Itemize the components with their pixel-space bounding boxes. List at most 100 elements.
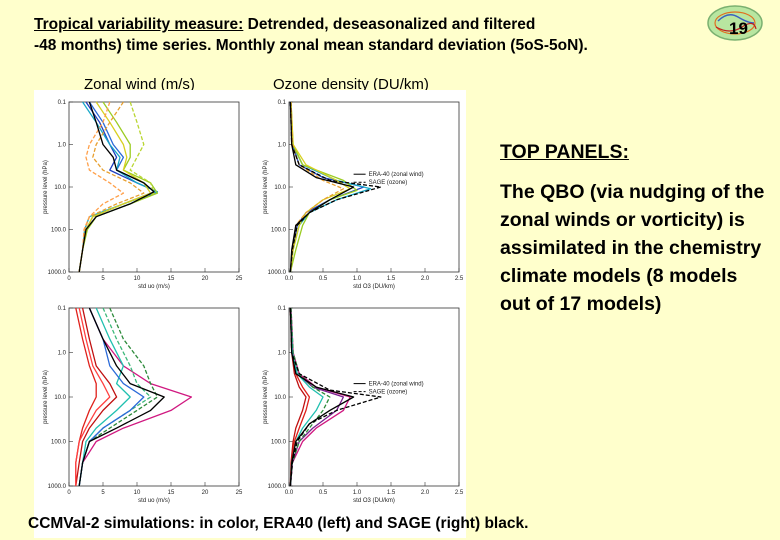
wind_bottom-xtick-label: 15: [168, 490, 175, 496]
ozone_bottom-ytick-label: 100.0: [271, 440, 287, 446]
wind_top-series-line: [78, 101, 125, 273]
ozone_bottom-ytick-label: 10.0: [274, 395, 286, 401]
wind_top-xtick-label: 10: [134, 276, 141, 282]
ozone_top-series-line: [289, 101, 372, 273]
ozone_bottom-xtick-label: 2.5: [455, 490, 464, 496]
top-panels-heading: TOP PANELS:: [500, 141, 629, 163]
wind_top-ytick-label: 1000.0: [48, 270, 67, 276]
ozone_top-xtick-label: 2.5: [455, 276, 464, 282]
slide-title: Tropical variability measure: Detrended,…: [34, 14, 694, 56]
ozone_top-series-line: [289, 101, 351, 273]
wind_bottom-series-line: [78, 307, 152, 487]
wind_bottom-series-line: [78, 307, 131, 487]
wind_top-ylabel: pressure level (hPa): [43, 160, 49, 214]
wind_bottom-series-line: [78, 307, 165, 487]
ozone_bottom-series-line: [289, 307, 331, 487]
ozone_bottom-series-line: [289, 307, 351, 487]
wind_bottom-xlabel: std uo (m/s): [138, 498, 170, 504]
ozone_bottom-series-line: [289, 307, 324, 487]
ozone_top-ytick-label: 1000.0: [268, 270, 287, 276]
wind_bottom-ytick-label: 10.0: [54, 395, 66, 401]
wind_top-xtick-label: 20: [202, 276, 209, 282]
wind_top-series-line: [78, 101, 155, 273]
wind_top-ytick-label: 10.0: [54, 185, 66, 191]
wind_top-ytick-label: 100.0: [51, 228, 67, 234]
title-line-2: -48 months) time series. Monthly zonal m…: [34, 37, 588, 54]
ozone_bottom-legend-label: ERA-40 (zonal wind): [369, 382, 424, 388]
wind_top-ytick-label: 0.1: [58, 100, 67, 106]
ozone_bottom-xtick-label: 1.0: [353, 490, 362, 496]
ozone_bottom-xtick-label: 0.0: [285, 490, 294, 496]
ozone_bottom-ytick-label: 1000.0: [268, 484, 287, 490]
figure-panels: 0.1 1.0 10.0 100.0 1000.0 0 5 10 15 20 25 std uo (m…: [34, 90, 466, 538]
ozone_top-ytick-label: 10.0: [274, 185, 286, 191]
ozone_bottom-legend-label: SAGE (ozone): [369, 390, 408, 396]
wind_bottom-series-line: [75, 307, 118, 487]
footer-caption: CCMVal-2 simulations: in color, ERA40 (l…: [28, 515, 529, 532]
ozone_bottom-xtick-label: 1.5: [387, 490, 396, 496]
ozone_top-xtick-label: 1.0: [353, 276, 362, 282]
wind_bottom-ytick-label: 1.0: [58, 351, 67, 357]
wind_bottom-ylabel: pressure level (hPa): [43, 370, 49, 424]
wind_top-series-line: [78, 101, 155, 273]
wind_top-xtick-label: 25: [236, 276, 243, 282]
ozone-density-label: Ozone density (DU/km): [273, 76, 429, 93]
wind_bottom-ytick-label: 1000.0: [48, 484, 67, 490]
wind_bottom-xtick-label: 0: [67, 490, 71, 496]
top-panels-description: The QBO (via nudging of the zonal winds …: [500, 181, 765, 315]
wind_bottom-frame: [68, 307, 240, 487]
ozone_top-xtick-label: 0.0: [285, 276, 294, 282]
ozone_bottom-frame: [288, 307, 460, 487]
ozone_top-ytick-label: 0.1: [278, 100, 287, 106]
wind_top-xtick-label: 5: [101, 276, 105, 282]
ozone_top-legend-label: SAGE (ozone): [369, 180, 408, 186]
zonal-wind-label: Zonal wind (m/s): [84, 76, 195, 93]
ozone_top-ytick-label: 1.0: [278, 143, 287, 149]
ozone_bottom-ytick-label: 0.1: [278, 306, 287, 312]
wind_top-series-line: [78, 101, 155, 273]
ozone_top-xtick-label: 0.5: [319, 276, 328, 282]
wind_bottom-series-line: [78, 307, 159, 487]
ozone_bottom-series-line: [289, 307, 382, 487]
title-underlined-part: Tropical variability measure:: [34, 16, 244, 33]
ozone_bottom-series-line: [289, 307, 307, 487]
wind_top-xtick-label: 0: [67, 276, 71, 282]
wind_bottom-series-line: [75, 307, 97, 486]
ozone_top-series-line: [289, 101, 355, 273]
ozone_bottom-series-line: [289, 307, 355, 487]
wind_bottom-series-line: [75, 307, 111, 486]
wind_top-ytick-label: 1.0: [58, 143, 67, 149]
ozone_top-frame: [288, 101, 460, 273]
ozone_top-ylabel: pressure level (hPa): [263, 160, 269, 214]
ozone_top-series-line: [289, 101, 382, 273]
wind_top-series-line: [78, 101, 159, 273]
wind_bottom-ytick-label: 100.0: [51, 440, 67, 446]
ozone_bottom-ylabel: pressure level (hPa): [263, 370, 269, 424]
wind_top-xlabel: std uo (m/s): [138, 284, 170, 290]
ozone_bottom-series-line: [289, 307, 345, 487]
ozone_bottom-xtick-label: 0.5: [319, 490, 328, 496]
title-rest: Detrended, deseasonalized and filtered: [243, 16, 536, 33]
ozone_top-series-line: [289, 101, 358, 273]
wind_bottom-xtick-label: 20: [202, 490, 209, 496]
wind_bottom-ytick-label: 0.1: [58, 306, 67, 312]
wind_top-xtick-label: 15: [168, 276, 175, 282]
ozone_top-series-line: [289, 101, 345, 273]
wind_bottom-xtick-label: 25: [236, 490, 243, 496]
ozone_top-ytick-label: 100.0: [271, 228, 287, 234]
wind_top-series-line: [78, 101, 145, 273]
ozone_top-xtick-label: 1.5: [387, 276, 396, 282]
ozone_top-legend-label: ERA-40 (zonal wind): [369, 172, 424, 178]
wind_bottom-xtick-label: 10: [134, 490, 141, 496]
ozone_bottom-xlabel: std O3 (DU/km): [353, 498, 395, 504]
ozone_top-xtick-label: 2.0: [421, 276, 430, 282]
ccmval-logo: [707, 5, 763, 41]
page-number: 19: [729, 19, 748, 38]
wind_top-series-line: [78, 101, 159, 273]
ozone_bottom-ytick-label: 1.0: [278, 351, 287, 357]
ozone_top-xlabel: std O3 (DU/km): [353, 284, 395, 290]
wind_bottom-xtick-label: 5: [101, 490, 105, 496]
ozone_bottom-xtick-label: 2.0: [421, 490, 430, 496]
wind_bottom-series-line: [78, 307, 193, 487]
